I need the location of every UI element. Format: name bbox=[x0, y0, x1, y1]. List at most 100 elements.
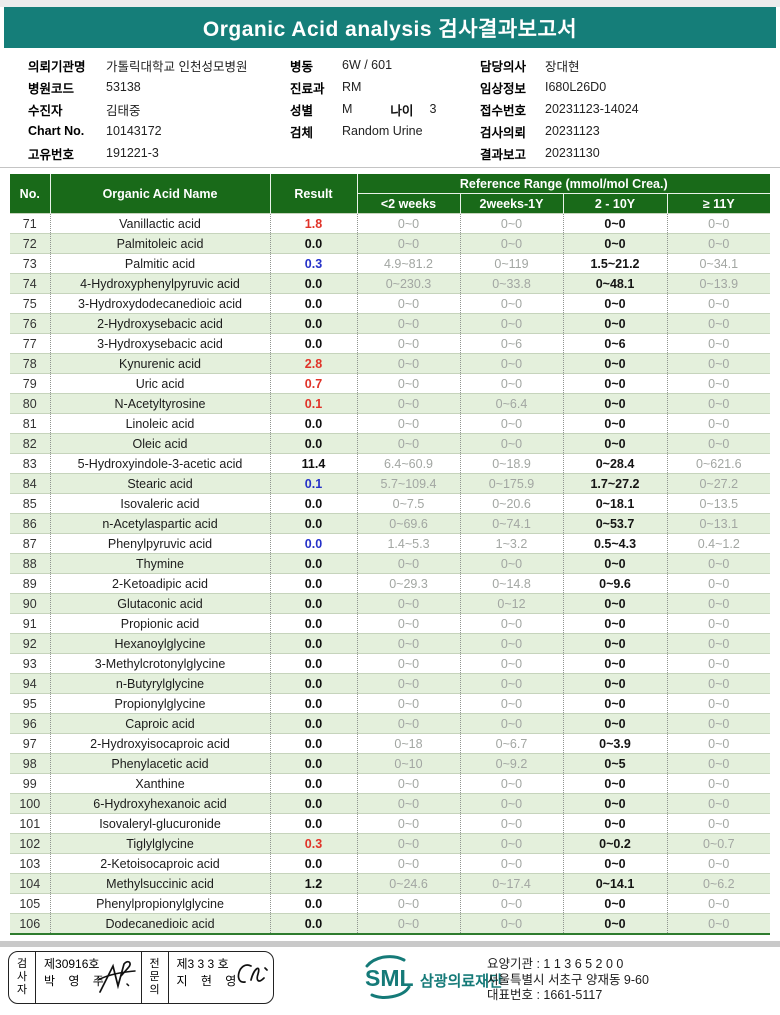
cell-ref-2-10y: 0~0 bbox=[562, 413, 667, 434]
cell-ref-2weeks-1y: 1~3.2 bbox=[459, 533, 563, 554]
cell-ref-2-10y: 1.5~21.2 bbox=[562, 253, 667, 274]
specialist-license-no: 제3 3 3 호 bbox=[176, 957, 229, 971]
patient-field: 임상정보 I680L26D0 bbox=[480, 76, 639, 98]
cell-ref-11y: 0~0 bbox=[666, 573, 771, 594]
cell-ref-2-10y: 0~18.1 bbox=[562, 493, 667, 514]
cell-no: 101 bbox=[10, 813, 50, 834]
table-row: 96 Caproic acid 0.0 0~0 0~0 0~0 0~0 bbox=[10, 713, 771, 734]
cell-result: 0.0 bbox=[269, 233, 357, 254]
cell-no: 92 bbox=[10, 633, 50, 654]
cell-ref-2-10y: 0~0 bbox=[562, 553, 667, 574]
patient-field-label: 접수번호 bbox=[480, 103, 527, 118]
col-header-ref-2weeks: <2 weeks bbox=[356, 193, 460, 214]
cell-ref-2-10y: 0~5 bbox=[562, 753, 667, 774]
cell-result: 0.0 bbox=[269, 553, 357, 574]
top-margin-strip bbox=[0, 0, 780, 7]
cell-ref-2weeks-1y: 0~0 bbox=[459, 213, 563, 234]
cell-no: 93 bbox=[10, 653, 50, 674]
patient-field: 결과보고 20231130 bbox=[480, 142, 639, 164]
patient-field-value: RM bbox=[342, 80, 362, 94]
cell-ref-2weeks-1y: 0~0 bbox=[459, 633, 563, 654]
cell-ref-11y: 0~0.7 bbox=[666, 833, 771, 854]
cell-no: 71 bbox=[10, 213, 50, 234]
cell-ref-2weeks-1y: 0~0 bbox=[459, 693, 563, 714]
cell-ref-11y: 0~13.9 bbox=[666, 273, 771, 294]
cell-ref-2weeks: 0~0 bbox=[356, 653, 460, 674]
cell-no: 75 bbox=[10, 293, 50, 314]
cell-ref-2-10y: 0~0.2 bbox=[562, 833, 667, 854]
cell-acid-name: Hexanoylglycine bbox=[49, 633, 270, 654]
examiner-license-no: 제30916호 bbox=[44, 957, 100, 971]
table-row: 95 Propionylglycine 0.0 0~0 0~0 0~0 0~0 bbox=[10, 693, 771, 714]
cell-ref-2weeks: 0~0 bbox=[356, 373, 460, 394]
cell-no: 104 bbox=[10, 873, 50, 894]
cell-acid-name: Phenylpropionylglycine bbox=[49, 893, 270, 914]
cell-acid-name: 3-Methylcrotonylglycine bbox=[49, 653, 270, 674]
cell-ref-11y: 0~27.2 bbox=[666, 473, 771, 494]
col-header-no: No. bbox=[10, 174, 50, 214]
cell-acid-name: 3-Hydroxysebacic acid bbox=[49, 333, 270, 354]
table-row: 93 3-Methylcrotonylglycine 0.0 0~0 0~0 0~0 0~0 bbox=[10, 653, 771, 674]
specialist-name: 지 현 영 bbox=[176, 974, 242, 988]
page-title: Organic Acid analysis 검사결과보고서 bbox=[202, 17, 578, 41]
cell-ref-11y: 0~0 bbox=[666, 713, 771, 734]
lab-org-name: 삼광의료재단 bbox=[420, 972, 503, 990]
patient-field-value: 20231123-14024 bbox=[545, 102, 639, 116]
cell-acid-name: Palmitoleic acid bbox=[49, 233, 270, 254]
cell-acid-name: Phenylacetic acid bbox=[49, 753, 270, 774]
cell-no: 89 bbox=[10, 573, 50, 594]
cell-ref-2weeks-1y: 0~6 bbox=[459, 333, 563, 354]
cell-ref-11y: 0~0 bbox=[666, 813, 771, 834]
patient-field-value: 20231123 bbox=[545, 124, 600, 138]
cell-result: 0.0 bbox=[269, 333, 357, 354]
cell-ref-2weeks-1y: 0~74.1 bbox=[459, 513, 563, 534]
cell-ref-2weeks: 5.7~109.4 bbox=[356, 473, 460, 494]
cell-ref-2weeks-1y: 0~0 bbox=[459, 433, 563, 454]
cell-ref-2-10y: 0~28.4 bbox=[562, 453, 667, 474]
cell-ref-11y: 0~0 bbox=[666, 653, 771, 674]
cell-ref-11y: 0~0 bbox=[666, 693, 771, 714]
cell-ref-2weeks-1y: 0~0 bbox=[459, 793, 563, 814]
cell-result: 11.4 bbox=[269, 453, 357, 474]
patient-field-label: 담당의사 bbox=[480, 59, 527, 74]
table-row: 79 Uric acid 0.7 0~0 0~0 0~0 0~0 bbox=[10, 373, 771, 394]
table-row: 99 Xanthine 0.0 0~0 0~0 0~0 0~0 bbox=[10, 773, 771, 794]
patient-field-label: 성별 bbox=[290, 103, 314, 118]
cell-result: 0.0 bbox=[269, 673, 357, 694]
specialist-cell: 제3 3 3 호 지 현 영 bbox=[169, 952, 274, 1003]
results-table-header: No. Organic Acid Name Result Reference R… bbox=[10, 174, 771, 214]
specialist-role-label: 전문의 bbox=[142, 952, 169, 1003]
examiner-role-label: 검사자 bbox=[9, 952, 36, 1003]
cell-ref-2-10y: 0~9.6 bbox=[562, 573, 667, 594]
cell-ref-2-10y: 0~0 bbox=[562, 633, 667, 654]
table-row: 76 2-Hydroxysebacic acid 0.0 0~0 0~0 0~0 0~0 bbox=[10, 313, 771, 334]
cell-ref-2-10y: 0~0 bbox=[562, 893, 667, 914]
cell-ref-2weeks-1y: 0~0 bbox=[459, 833, 563, 854]
patient-field-value: 191221-3 bbox=[106, 146, 159, 160]
cell-result: 0.1 bbox=[269, 393, 357, 414]
cell-acid-name: Phenylpyruvic acid bbox=[49, 533, 270, 554]
cell-result: 0.0 bbox=[269, 313, 357, 334]
patient-field: 성별 M 나이 3 bbox=[290, 98, 436, 120]
cell-ref-11y: 0~13.5 bbox=[666, 493, 771, 514]
table-row: 72 Palmitoleic acid 0.0 0~0 0~0 0~0 0~0 bbox=[10, 233, 771, 254]
cell-no: 81 bbox=[10, 413, 50, 434]
cell-ref-11y: 0~0 bbox=[666, 773, 771, 794]
table-row: 102 Tiglylglycine 0.3 0~0 0~0 0~0.2 0~0.7 bbox=[10, 833, 771, 854]
cell-no: 80 bbox=[10, 393, 50, 414]
cell-no: 72 bbox=[10, 233, 50, 254]
cell-result: 0.0 bbox=[269, 513, 357, 534]
patient-field: Chart No. 10143172 bbox=[28, 120, 247, 142]
cell-result: 0.0 bbox=[269, 293, 357, 314]
cell-ref-2weeks-1y: 0~0 bbox=[459, 313, 563, 334]
patient-field: 검사의뢰 20231123 bbox=[480, 120, 639, 142]
sml-logo-icon: SML bbox=[365, 955, 414, 999]
cell-ref-11y: 0~0 bbox=[666, 353, 771, 374]
patient-field-label: 수진자 bbox=[28, 103, 63, 118]
cell-ref-2-10y: 0~0 bbox=[562, 233, 667, 254]
cell-ref-11y: 0~0 bbox=[666, 413, 771, 434]
cell-ref-11y: 0.4~1.2 bbox=[666, 533, 771, 554]
cell-acid-name: 3-Hydroxydodecanedioic acid bbox=[49, 293, 270, 314]
cell-result: 0.0 bbox=[269, 773, 357, 794]
cell-ref-2weeks: 1.4~5.3 bbox=[356, 533, 460, 554]
